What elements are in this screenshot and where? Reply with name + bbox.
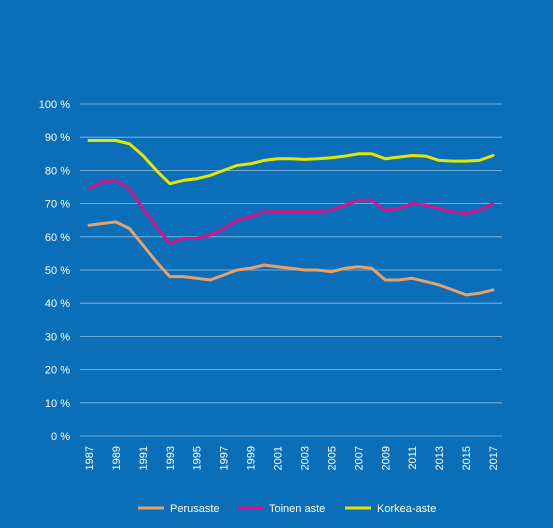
series-lines bbox=[87, 139, 495, 297]
x-tick-label: 2009 bbox=[380, 446, 392, 470]
y-tick-label: 60 % bbox=[45, 232, 70, 244]
y-tick-label: 100 % bbox=[39, 99, 70, 111]
gridlines bbox=[80, 103, 502, 437]
y-tick-label: 0 % bbox=[51, 431, 70, 443]
y-tick-label: 20 % bbox=[45, 365, 70, 377]
legend-label-toinen-aste: Toinen aste bbox=[269, 503, 325, 515]
legend-label-korkea-aste: Korkea-aste bbox=[377, 503, 436, 515]
y-tick-label: 10 % bbox=[45, 398, 70, 410]
y-tick-label: 90 % bbox=[45, 132, 70, 144]
x-tick-label: 1995 bbox=[192, 446, 204, 470]
x-tick-label: 2005 bbox=[326, 446, 338, 470]
x-tick-label: 2015 bbox=[461, 446, 473, 470]
x-tick-label: 2001 bbox=[273, 446, 285, 470]
x-axis-tick-labels: 1987 1989 1991 1993 1995 1997 1999 2001 2003 2005… bbox=[84, 446, 500, 470]
series-line-korkea-aste bbox=[87, 139, 495, 186]
y-tick-label: 70 % bbox=[45, 199, 70, 211]
x-tick-label: 1987 bbox=[84, 446, 96, 470]
y-axis-tick-labels: 0 % 10 % 20 % 30 % 40 % 50 % 60 % 70 % 80 % 90 % 1… bbox=[39, 99, 70, 443]
y-tick-label: 80 % bbox=[45, 165, 70, 177]
legend-label-perusaste: Perusaste bbox=[170, 503, 220, 515]
x-tick-label: 1989 bbox=[111, 446, 123, 470]
legend: Perusaste Toinen aste Korkea-aste bbox=[138, 503, 436, 515]
x-tick-label: 2003 bbox=[299, 446, 311, 470]
y-tick-label: 50 % bbox=[45, 265, 70, 277]
x-tick-label: 1997 bbox=[219, 446, 231, 470]
x-tick-label: 2007 bbox=[353, 446, 365, 470]
x-tick-label: 2011 bbox=[407, 446, 419, 470]
y-tick-label: 40 % bbox=[45, 298, 70, 310]
x-tick-label: 1993 bbox=[165, 446, 177, 470]
series-line-toinen-aste bbox=[87, 178, 495, 245]
y-tick-label: 30 % bbox=[45, 331, 70, 343]
x-tick-label: 1991 bbox=[138, 446, 150, 470]
x-tick-label: 2013 bbox=[434, 446, 446, 470]
x-tick-label: 1999 bbox=[246, 446, 258, 470]
x-tick-label: 2017 bbox=[488, 446, 500, 470]
series-line-perusaste bbox=[87, 220, 495, 297]
